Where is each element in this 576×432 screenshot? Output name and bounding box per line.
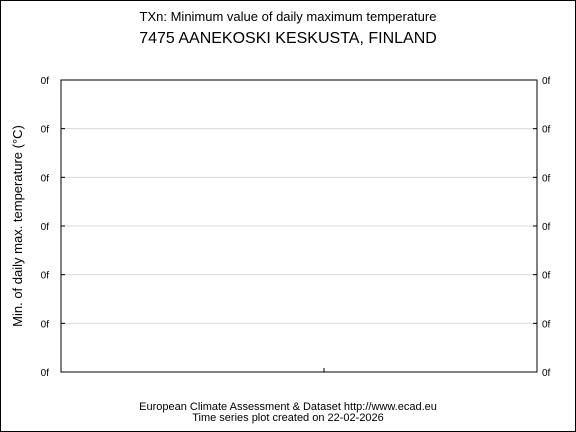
y-tick-label-right: 0f <box>542 222 551 233</box>
y-tick-label-right: 0f <box>542 76 551 87</box>
y-axis-label: Min. of daily max. temperature (°C) <box>10 125 25 327</box>
y-tick-label-right: 0f <box>542 173 551 184</box>
y-tick-label-left: 0f <box>41 319 50 330</box>
y-tick-label-right: 0f <box>542 319 551 330</box>
y-tick-label-right: 0f <box>542 368 551 379</box>
y-axis-ticks: 0f 0f 0f 0f 0f 0f 0f 0f 0f 0f 0f 0f 0f 0f <box>41 76 551 379</box>
chart-title: TXn: Minimum value of daily maximum temp… <box>140 9 437 24</box>
grid-lines <box>61 128 537 324</box>
y-tick-label-left: 0f <box>41 271 50 282</box>
y-tick-label-left: 0f <box>41 368 50 379</box>
y-tick-label-right: 0f <box>542 125 551 136</box>
y-tick-label-right: 0f <box>542 271 551 282</box>
y-tick-label-left: 0f <box>41 222 50 233</box>
footer-credit: European Climate Assessment & Dataset ht… <box>139 401 437 413</box>
footer-created: Time series plot created on 22-02-2026 <box>192 412 384 424</box>
y-tick-label-left: 0f <box>41 125 50 136</box>
y-tick-label-left: 0f <box>41 173 50 184</box>
y-tick-label-left: 0f <box>41 76 50 87</box>
chart-subtitle: 7475 AANEKOSKI KESKUSTA, FINLAND <box>139 30 437 47</box>
